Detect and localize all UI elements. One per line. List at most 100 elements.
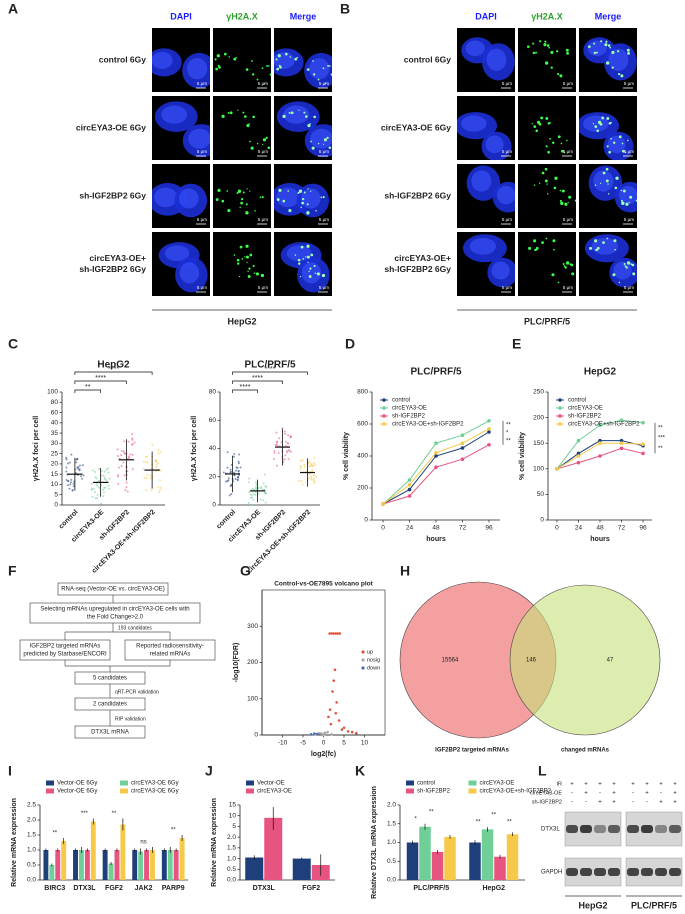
dot-decoration (78, 468, 81, 471)
focus (302, 258, 305, 260)
dot-decoration (237, 469, 240, 472)
condition-sign: + (612, 791, 616, 797)
bar (102, 850, 108, 880)
dot-decoration (226, 466, 229, 469)
point (460, 446, 465, 450)
dot-decoration (77, 466, 80, 469)
focus (539, 182, 541, 184)
dot-decoration (100, 483, 103, 486)
focus (588, 45, 591, 48)
focus (233, 57, 237, 61)
focus (602, 171, 606, 175)
point (346, 730, 350, 733)
significance-bracket (74, 371, 153, 375)
focus (626, 261, 631, 265)
focus (624, 152, 627, 154)
focus (564, 202, 568, 206)
focus (532, 42, 535, 45)
focus (256, 142, 259, 145)
bar (444, 836, 456, 880)
y-axis-label: Relative DTX3L mRNA expression (371, 786, 378, 899)
dot-decoration (264, 501, 267, 504)
focus (238, 275, 241, 278)
image-content (215, 188, 264, 215)
y-tick-label: 35 (51, 430, 59, 437)
x-tick-label: -5 (300, 740, 306, 747)
focus (594, 239, 598, 243)
focus (328, 146, 332, 150)
bar (506, 834, 519, 880)
scale-bar-label: 5 μm (258, 81, 268, 86)
focus (621, 201, 625, 206)
dot-decoration (236, 467, 239, 470)
dot-decoration (310, 463, 313, 466)
bar (90, 821, 96, 880)
focus (252, 264, 255, 268)
nucleus-core (276, 187, 300, 208)
point (407, 494, 412, 498)
series-line (382, 420, 490, 505)
image-content (158, 242, 208, 293)
focus (618, 135, 622, 139)
scale-bar-label: 5 μm (197, 217, 207, 222)
dot-decoration (117, 482, 120, 485)
dot-decoration (146, 474, 149, 477)
dot-decoration (133, 441, 136, 444)
focus (535, 246, 539, 250)
y-tick-label: 0 (254, 732, 258, 739)
dot-decoration (313, 480, 316, 483)
focus (261, 67, 264, 70)
dot-decoration (313, 477, 316, 480)
point (327, 715, 330, 719)
focus (245, 68, 249, 71)
focus (613, 239, 617, 243)
scale-bar-label: 5 μm (563, 285, 573, 290)
dot-decoration (96, 482, 99, 485)
dot-decoration (79, 464, 82, 467)
nucleus-core (154, 187, 178, 208)
focus (221, 114, 225, 118)
focus (298, 109, 300, 111)
y-tick-label: 0.5 (27, 862, 36, 869)
point (336, 632, 340, 635)
dot-decoration (107, 484, 110, 487)
x-tick-label: 0 (381, 525, 385, 532)
significance-bracket (74, 389, 101, 393)
scale-bar-label: 5 μm (502, 81, 512, 86)
dot-decoration (69, 483, 72, 486)
dot-decoration (263, 473, 266, 476)
dot-decoration (284, 454, 287, 457)
focus (248, 267, 251, 270)
focus (228, 56, 231, 58)
x-tick-label: HepG2 (482, 885, 505, 892)
focus (306, 211, 310, 215)
x-tick-label: 24 (406, 525, 414, 532)
dot-decoration (102, 495, 105, 498)
micrograph: 5 μm (213, 96, 271, 160)
focus (309, 267, 312, 270)
condition-label: circEYA3-OE (530, 790, 562, 796)
legend-marker (558, 406, 562, 410)
dot-decoration (144, 455, 147, 458)
scale-bar-label: 5 μm (502, 217, 512, 222)
significance-label: ** (52, 831, 57, 837)
legend-marker (382, 398, 386, 402)
dot-decoration (158, 491, 161, 494)
focus (560, 149, 564, 153)
legend-swatch (120, 780, 128, 786)
focus (251, 60, 253, 62)
nucleus-core (301, 188, 321, 209)
nucleus-core (607, 135, 626, 154)
focus (625, 266, 628, 269)
focus (247, 275, 251, 278)
condition-sign: - (571, 800, 573, 806)
point (487, 427, 491, 431)
focus (315, 209, 317, 212)
dot-decoration (96, 497, 99, 500)
dot-decoration (90, 482, 93, 485)
image-bg (213, 96, 271, 160)
dot-decoration (286, 451, 289, 454)
dot-decoration (289, 435, 292, 438)
legend-label: Vector-OE 6Gy (57, 789, 97, 795)
flow-text: the Fold Change>2.0 (87, 615, 144, 621)
